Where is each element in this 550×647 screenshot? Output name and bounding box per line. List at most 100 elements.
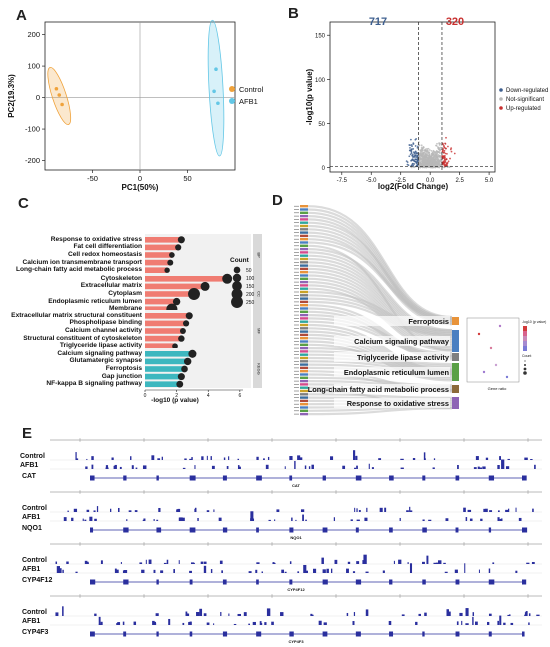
volcano-point bbox=[426, 147, 428, 150]
coverage-peak bbox=[358, 509, 361, 512]
volcano-point bbox=[412, 164, 414, 167]
panel-letter-c: C bbox=[18, 195, 29, 212]
coverage-peak bbox=[465, 623, 469, 625]
coverage-peak bbox=[463, 507, 466, 512]
coverage-peak bbox=[308, 466, 311, 469]
color-legend-step bbox=[523, 346, 527, 351]
coverage-peak bbox=[365, 571, 369, 573]
gene-model-name: CAT bbox=[292, 483, 300, 488]
coverage-peak bbox=[472, 612, 475, 616]
enrichment-bar bbox=[145, 313, 190, 319]
enrichment-xtick-label: 0 bbox=[144, 393, 147, 399]
gene-node bbox=[300, 231, 308, 234]
sankey-link bbox=[307, 393, 453, 399]
coverage-peak bbox=[334, 559, 338, 564]
volcano-point bbox=[441, 150, 444, 153]
volcano-xtick-label: 5.0 bbox=[485, 178, 494, 184]
enrichment-bar bbox=[145, 244, 179, 251]
volcano-xlabel: log2(Fold Change) bbox=[378, 182, 449, 191]
coverage-peak bbox=[176, 509, 178, 512]
coverage-peak bbox=[98, 616, 101, 625]
coverage-peak bbox=[356, 508, 358, 512]
coverage-peak bbox=[96, 506, 99, 512]
coverage-peak bbox=[85, 466, 88, 469]
volcano-point bbox=[423, 156, 425, 159]
enrichment-bar bbox=[145, 328, 183, 334]
size-legend-label: 50 bbox=[246, 268, 252, 274]
gene-model-exon bbox=[455, 475, 460, 481]
gene-model-exon bbox=[488, 631, 492, 637]
enrichment-term: Cytoplasm bbox=[108, 290, 142, 297]
sankey-link bbox=[307, 205, 453, 319]
coverage-peak bbox=[111, 457, 114, 460]
enrichment-xlabel: -log10 (p value) bbox=[151, 397, 199, 404]
dot-size-legend-dot bbox=[524, 360, 526, 362]
volcano-point bbox=[421, 162, 424, 164]
coverage-peak bbox=[368, 463, 370, 469]
gene-model-exon bbox=[90, 631, 95, 637]
coverage-peak bbox=[161, 456, 163, 460]
coverage-peak bbox=[251, 518, 255, 521]
coverage-peak bbox=[84, 560, 88, 564]
coverage-peak bbox=[142, 519, 145, 521]
enrichment-bar bbox=[145, 366, 185, 372]
pca-plot: -50 0 50 200 100 0 -100 -200 PC1(50%) PC2(19.3%… bbox=[7, 19, 264, 192]
group-label-3: KEGG bbox=[257, 363, 262, 375]
coverage-peak bbox=[499, 518, 503, 521]
coverage-peak bbox=[305, 519, 307, 521]
coverage-peak bbox=[498, 510, 500, 512]
gene-node bbox=[300, 290, 308, 294]
pca-ytick-label: 0 bbox=[36, 93, 40, 102]
gene-node bbox=[300, 208, 308, 211]
coverage-peak bbox=[220, 611, 222, 616]
volcano-point bbox=[420, 155, 423, 158]
coverage-peak bbox=[482, 466, 486, 469]
group-label-2: MF bbox=[257, 328, 262, 334]
coverage-peak bbox=[456, 621, 459, 625]
enrichment-term: NF-kappa B signaling pathway bbox=[46, 380, 142, 388]
volcano-plot: -7.5 -5.0 -2.5 0.0 2.5 5.0 0 50 100 150 717 320 l… bbox=[305, 16, 548, 191]
size-legend-label: 250 bbox=[246, 300, 255, 306]
coverage-peak bbox=[94, 518, 97, 521]
volcano-point bbox=[416, 152, 418, 155]
enrichment-count-dot bbox=[222, 273, 233, 284]
gene-node bbox=[300, 393, 308, 396]
coverage-peak bbox=[353, 450, 356, 460]
enrichment-term: Calcium signaling pathway bbox=[57, 349, 142, 357]
coverage-peak bbox=[191, 457, 193, 460]
coverage-peak bbox=[239, 466, 241, 469]
gene-model-exon bbox=[389, 475, 394, 481]
sankey-link bbox=[307, 290, 453, 332]
coverage-peak bbox=[485, 457, 489, 460]
coverage-peak bbox=[142, 465, 147, 469]
gene-model-exon bbox=[455, 527, 459, 533]
volcano-point bbox=[410, 166, 413, 169]
gene-ratio-xlabel: Gene ratio bbox=[488, 386, 507, 391]
dotplot-point bbox=[494, 363, 498, 367]
gene-node bbox=[300, 267, 308, 271]
volcano-xtick-label: -5.0 bbox=[366, 178, 377, 184]
coverage-peak bbox=[364, 517, 368, 521]
coverage-peak bbox=[206, 622, 210, 625]
volcano-point bbox=[442, 157, 444, 159]
gene-model-exon bbox=[156, 475, 159, 481]
gene-node bbox=[300, 366, 308, 370]
coverage-peak bbox=[501, 518, 503, 521]
pca-ytick-label: -200 bbox=[25, 156, 40, 165]
coverage-peak bbox=[201, 456, 204, 460]
enrichment-count-dot bbox=[200, 281, 210, 291]
coverage-peak bbox=[105, 465, 109, 469]
enrichment-bar-chart: BP CC MF KEGG 0 2 4 6 -log10 (p value) Count 50… bbox=[144, 234, 262, 404]
coverage-peak bbox=[297, 571, 300, 573]
gene-node bbox=[300, 379, 308, 383]
pathway-label-bg bbox=[334, 316, 450, 326]
volcano-legend: Down-regulated Not-significant Up-regula… bbox=[499, 88, 548, 112]
coverage-peak bbox=[266, 608, 271, 616]
gene-model-exon bbox=[189, 527, 196, 533]
coverage-peak bbox=[168, 618, 171, 625]
volcano-xtick-label: -7.5 bbox=[337, 178, 348, 184]
volcano-point bbox=[409, 138, 412, 141]
coverage-peak bbox=[59, 568, 62, 573]
coverage-peak bbox=[237, 458, 240, 460]
enrichment-count-dot bbox=[176, 380, 184, 388]
